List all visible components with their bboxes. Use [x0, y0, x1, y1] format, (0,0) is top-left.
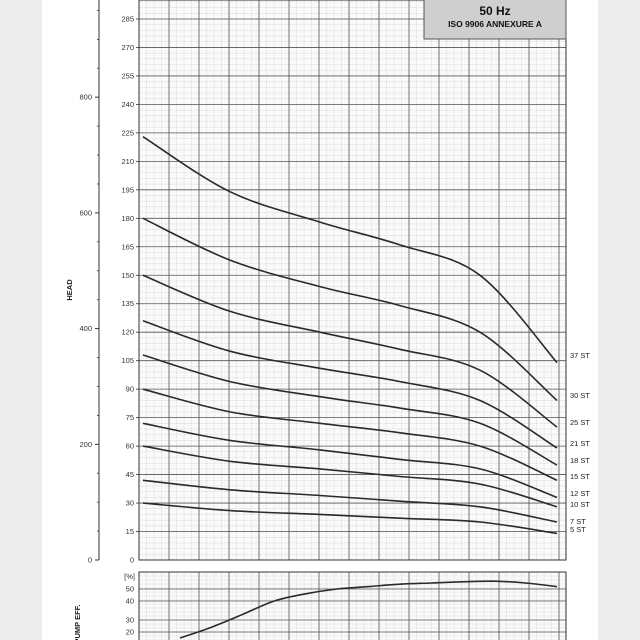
right-margin-band	[598, 0, 640, 640]
curve-label: 18 ST	[570, 456, 590, 465]
title-box: 50 Hz ISO 9906 ANNEXURE A	[423, 0, 567, 40]
head-curve	[142, 136, 558, 364]
title-line-3: ISO 9906 ANNEXURE A	[448, 19, 542, 29]
y-tick-label-m: 195	[121, 185, 134, 194]
curve-label: 25 ST	[570, 418, 590, 427]
curve-label: 15 ST	[570, 472, 590, 481]
head-curve	[142, 388, 558, 482]
curve-label: 30 ST	[570, 391, 590, 400]
head-curve	[142, 354, 558, 466]
y-tick-label-m: 60	[126, 442, 134, 451]
eff-axis-title: PUMP EFF.	[73, 604, 82, 640]
head-curve	[142, 320, 558, 449]
left-margin-band	[0, 0, 42, 640]
eff-tick-label: 30	[126, 616, 134, 625]
head-curve	[142, 445, 558, 508]
y-tick-label-m: 105	[121, 356, 134, 365]
y-tick-label-m: 15	[126, 527, 134, 536]
curve-label: 21 ST	[570, 439, 590, 448]
curve-label: 7 ST	[570, 517, 586, 526]
head-curve	[142, 502, 558, 535]
y-tick-label-m: 150	[121, 271, 134, 280]
y-tick-label-m: 120	[121, 328, 134, 337]
curve-label: 5 ST	[570, 525, 586, 534]
y-tick-label-m: 165	[121, 242, 134, 251]
curve-label: 37 ST	[570, 351, 590, 360]
y-tick-label-m: 255	[121, 71, 134, 80]
head-curve	[142, 274, 558, 428]
title-box-background	[423, 0, 567, 40]
eff-plot-border	[138, 571, 567, 640]
curve-label: 10 ST	[570, 500, 590, 509]
head-curve	[142, 217, 558, 402]
eff-major-grid	[138, 572, 566, 640]
y-tick-label-m: 225	[121, 128, 134, 137]
head-panel: 15 30 45 60 75 90 105 120 135 150 165 180 195 210 225 2…	[65, 0, 590, 565]
head-curves: 37 ST 30 ST 25 ST 21 ST 18 ST 15 ST 12 ST 10 ST…	[142, 136, 590, 535]
y-tick-label-m: 270	[121, 43, 134, 52]
y-axis-title: HEAD	[65, 279, 74, 301]
y-tick-label-m: 0	[130, 556, 134, 565]
y-tick-label-m: 240	[121, 100, 134, 109]
head-plot-border	[138, 0, 567, 561]
y-tick-label-m: 285	[121, 14, 134, 23]
eff-tick-label: 20	[126, 628, 134, 637]
head-curve	[142, 422, 558, 499]
y-tick-label-ft: 800	[79, 93, 92, 102]
head-curve	[142, 479, 558, 523]
efficiency-curve	[179, 580, 558, 639]
eff-plot-area	[139, 572, 566, 640]
efficiency-panel: 20 30 40 50 [%] PUMP EFF.	[73, 571, 567, 640]
y-tick-label-m: 45	[126, 470, 134, 479]
eff-tick-label: 40	[126, 597, 134, 606]
y-tick-label-ft: 400	[79, 324, 92, 333]
y-tick-label-m: 75	[126, 413, 134, 422]
y-tick-label-ft: 600	[79, 208, 92, 217]
y-tick-label-m: 210	[121, 157, 134, 166]
y-tick-label-ft: 200	[79, 440, 92, 449]
y-tick-label-m: 135	[121, 299, 134, 308]
eff-unit-label: [%]	[124, 572, 135, 581]
eff-tick-label: 50	[126, 585, 134, 594]
y-tick-label-m: 30	[126, 499, 134, 508]
curve-label: 12 ST	[570, 489, 590, 498]
head-plot-area	[139, 0, 566, 560]
y-tick-label-ft: 0	[88, 556, 92, 565]
y-tick-label-m: 180	[121, 214, 134, 223]
y-tick-label-m: 90	[126, 385, 134, 394]
title-line-2: 50 Hz	[479, 4, 510, 18]
